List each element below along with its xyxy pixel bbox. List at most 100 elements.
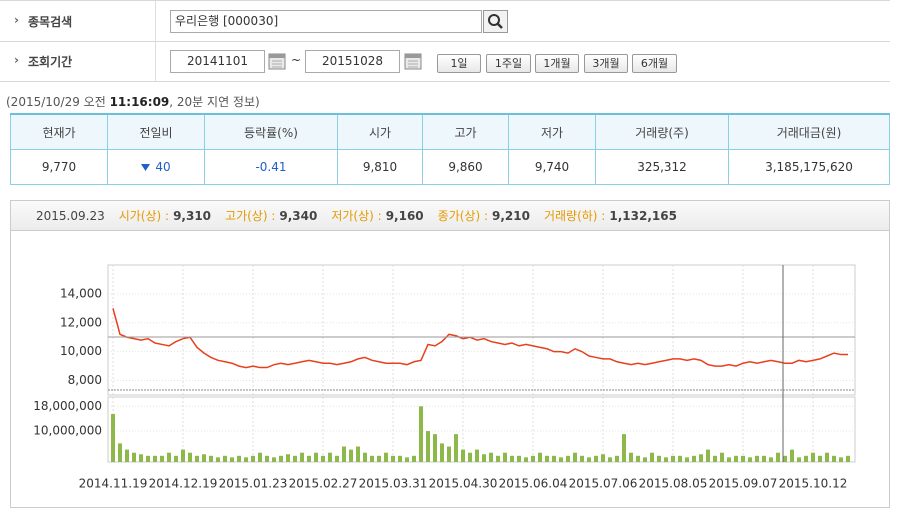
end-date[interactable]: 20151028 bbox=[305, 50, 400, 73]
volume-bar bbox=[426, 431, 430, 462]
value-cell: 9,740 bbox=[508, 149, 596, 185]
plot-frame bbox=[107, 396, 856, 463]
volume-bar bbox=[342, 446, 346, 462]
period-button[interactable]: 6개월 bbox=[632, 54, 677, 73]
volume-bar bbox=[181, 449, 185, 462]
x-tick-label: 2014.12.19 bbox=[149, 477, 218, 491]
volume-bar bbox=[272, 457, 276, 462]
price-line bbox=[112, 308, 848, 369]
value-cell: 9,810 bbox=[337, 149, 423, 185]
x-tick-label: 2014.11.19 bbox=[79, 477, 148, 491]
volume-bar bbox=[664, 457, 668, 462]
header-cell: 거래대금(원) bbox=[728, 113, 890, 150]
volume-bar bbox=[468, 452, 472, 462]
volume-bar bbox=[300, 452, 304, 462]
volume-bar bbox=[160, 455, 164, 462]
volume-bar bbox=[167, 452, 171, 462]
volume-bar bbox=[153, 455, 157, 462]
value-cell: 3,185,175,620 bbox=[728, 149, 890, 185]
value-cell: -0.41 bbox=[204, 149, 338, 185]
calendar-icon[interactable] bbox=[268, 51, 286, 70]
info-value: 1,132,165 bbox=[609, 208, 677, 223]
volume-bar bbox=[279, 455, 283, 462]
header-cell: 거래량(주) bbox=[595, 113, 729, 150]
period-button[interactable]: 1개월 bbox=[535, 54, 579, 73]
info-value: 9,210 bbox=[492, 208, 530, 223]
volume-bar bbox=[188, 452, 192, 462]
volume-bar bbox=[608, 457, 612, 462]
volume-bar bbox=[111, 414, 115, 462]
info-label: 종가(상) : bbox=[437, 209, 488, 223]
volume-bar bbox=[748, 457, 752, 462]
volume-bar bbox=[741, 455, 745, 462]
volume-bar bbox=[615, 455, 619, 462]
volume-bar bbox=[482, 454, 486, 462]
volume-bar bbox=[832, 455, 836, 462]
search-button[interactable] bbox=[483, 10, 508, 33]
x-tick-label: 2015.10.12 bbox=[779, 477, 848, 491]
info-value: 9,340 bbox=[279, 208, 318, 223]
info-label: 거래량(하) : bbox=[543, 209, 606, 223]
chart-date: 2015.09.23 bbox=[36, 208, 105, 223]
volume-bar bbox=[622, 434, 626, 462]
header-cell: 고가 bbox=[422, 113, 509, 150]
volume-bar bbox=[419, 406, 423, 462]
volume-bar bbox=[384, 452, 388, 462]
search-input[interactable]: 우리은행 [000030] bbox=[170, 10, 482, 33]
y-tick-label: 12,000 bbox=[60, 315, 102, 329]
volume-bar bbox=[447, 446, 451, 462]
volume-bar bbox=[692, 455, 696, 462]
volume-bar bbox=[825, 452, 829, 462]
chart-panel: 2015.09.23 시가(상) :9,310 고가(상) :9,340 저가(상)… bbox=[10, 200, 890, 508]
quote-time: (2015/10/29 오전 11:16:09, 20분 지연 정보) bbox=[6, 93, 260, 110]
period-button[interactable]: 3개월 bbox=[584, 54, 628, 73]
period-button[interactable]: 1주일 bbox=[486, 54, 531, 73]
volume-bar bbox=[566, 455, 570, 462]
value-row: 9,770 40 -0.41 9,810 9,860 9,740 325,312… bbox=[10, 149, 890, 185]
x-tick-label: 2015.03.31 bbox=[359, 477, 428, 491]
volume-bar bbox=[314, 452, 318, 462]
info-label: 고가(상) : bbox=[225, 209, 276, 223]
volume-bar bbox=[496, 455, 500, 462]
header-cell: 전일비 bbox=[107, 113, 205, 150]
value-cell: 9,860 bbox=[422, 149, 509, 185]
period-button[interactable]: 1일 bbox=[437, 54, 481, 73]
volume-bar bbox=[440, 443, 444, 462]
volume-bar bbox=[461, 449, 465, 462]
header-cell: 저가 bbox=[508, 113, 596, 150]
volume-bar bbox=[517, 455, 521, 462]
divider bbox=[155, 41, 156, 81]
calendar-icon[interactable] bbox=[404, 51, 422, 70]
volume-bar bbox=[356, 446, 360, 462]
volume-bar bbox=[146, 455, 150, 462]
volume-bar bbox=[657, 455, 661, 462]
volume-bar bbox=[454, 434, 458, 462]
volume-bar bbox=[433, 434, 437, 462]
volume-bar bbox=[636, 455, 640, 462]
volume-bar bbox=[769, 457, 773, 462]
volume-bar bbox=[699, 454, 703, 462]
volume-bar bbox=[265, 455, 269, 462]
y-tick-label: 10,000,000 bbox=[33, 424, 102, 438]
volume-bar bbox=[573, 452, 577, 462]
volume-bar bbox=[489, 452, 493, 462]
volume-bar bbox=[587, 457, 591, 462]
volume-bar bbox=[846, 455, 850, 462]
volume-bar bbox=[811, 452, 815, 462]
volume-bar bbox=[720, 452, 724, 462]
volume-bar bbox=[797, 457, 801, 462]
volume-bar bbox=[510, 455, 514, 462]
x-tick-label: 2015.01.23 bbox=[219, 477, 288, 491]
period-label: 조회기간 bbox=[14, 53, 72, 70]
start-date[interactable]: 20141101 bbox=[170, 50, 265, 73]
search-row: 종목검색 우리은행 [000030] bbox=[0, 0, 890, 42]
volume-bar bbox=[349, 449, 353, 462]
volume-bar bbox=[195, 455, 199, 462]
x-tick-label: 2015.04.30 bbox=[429, 477, 498, 491]
volume-bar bbox=[391, 455, 395, 462]
volume-bar bbox=[580, 455, 584, 462]
volume-bar bbox=[650, 452, 654, 462]
y-tick-label: 18,000,000 bbox=[33, 399, 102, 413]
